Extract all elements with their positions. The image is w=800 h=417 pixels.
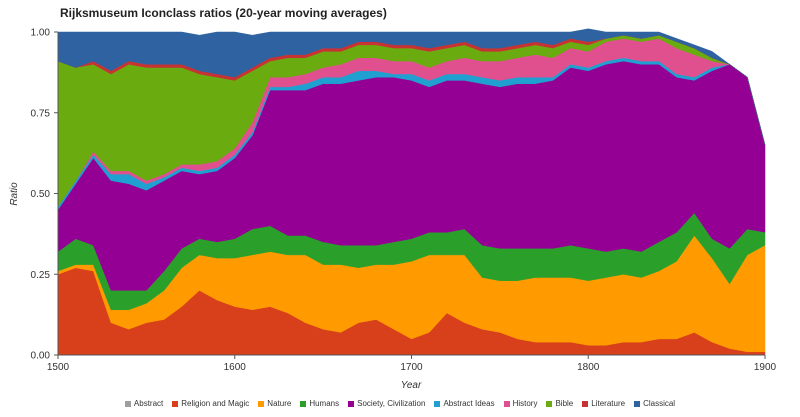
legend-swatch [300,400,307,407]
y-tick-label: 0.50 [31,189,51,200]
legend-swatch [124,400,131,407]
legend-item-classical: Classical [634,399,675,408]
legend-label: Nature [267,399,292,408]
legend-label: History [512,399,538,408]
legend-item-abstract: Abstract [124,399,164,408]
y-tick-label: 0.00 [31,351,51,362]
y-tick-label: 0.25 [31,270,51,281]
area-series-classical [57,28,766,146]
legend-label: Abstract [133,399,164,408]
legend-item-bible: Bible [546,399,573,408]
x-tick-label: 1700 [400,362,423,373]
x-tick-label: 1600 [224,362,247,373]
legend-label: Classical [643,399,676,408]
area-layers [57,28,766,356]
y-axis-label: Ratio [9,182,20,206]
legend-label: Humans [309,399,340,408]
legend: Abstract Religion and Magic Nature Humans So… [0,399,800,408]
legend-label: Bible [555,399,574,408]
y-tick-label: 0.75 [31,108,51,119]
legend-item-humans: Humans [300,399,339,408]
legend-item-history: History [503,399,538,408]
legend-swatch [258,400,265,407]
legend-swatch [172,400,179,407]
legend-swatch [546,400,553,407]
x-tick-labels: 1500 1600 1700 1800 1900 [47,355,777,373]
legend-label: Religion and Magic [181,399,250,408]
legend-item-abstract-ideas: Abstract Ideas [434,399,495,408]
legend-swatch [348,400,355,407]
legend-item-religion-and-magic: Religion and Magic [172,399,249,408]
legend-item-society-civilization: Society, Civilization [348,399,425,408]
legend-label: Society, Civilization [357,399,426,408]
legend-item-nature: Nature [258,399,291,408]
legend-label: Abstract Ideas [443,399,495,408]
legend-swatch [503,400,510,407]
legend-swatch [582,400,589,407]
y-tick-labels: 0.00 0.25 0.50 0.75 1.00 [31,28,58,362]
x-axis-label: Year [401,380,422,391]
legend-swatch [634,400,641,407]
x-tick-label: 1500 [47,362,70,373]
x-tick-label: 1900 [754,362,777,373]
x-tick-label: 1800 [577,362,600,373]
chart-title: Rijksmuseum Iconclass ratios (20-year mo… [60,6,387,20]
legend-swatch [434,400,441,407]
legend-item-literature: Literature [582,399,625,408]
y-tick-label: 1.00 [31,28,51,39]
legend-label: Literature [591,399,626,408]
